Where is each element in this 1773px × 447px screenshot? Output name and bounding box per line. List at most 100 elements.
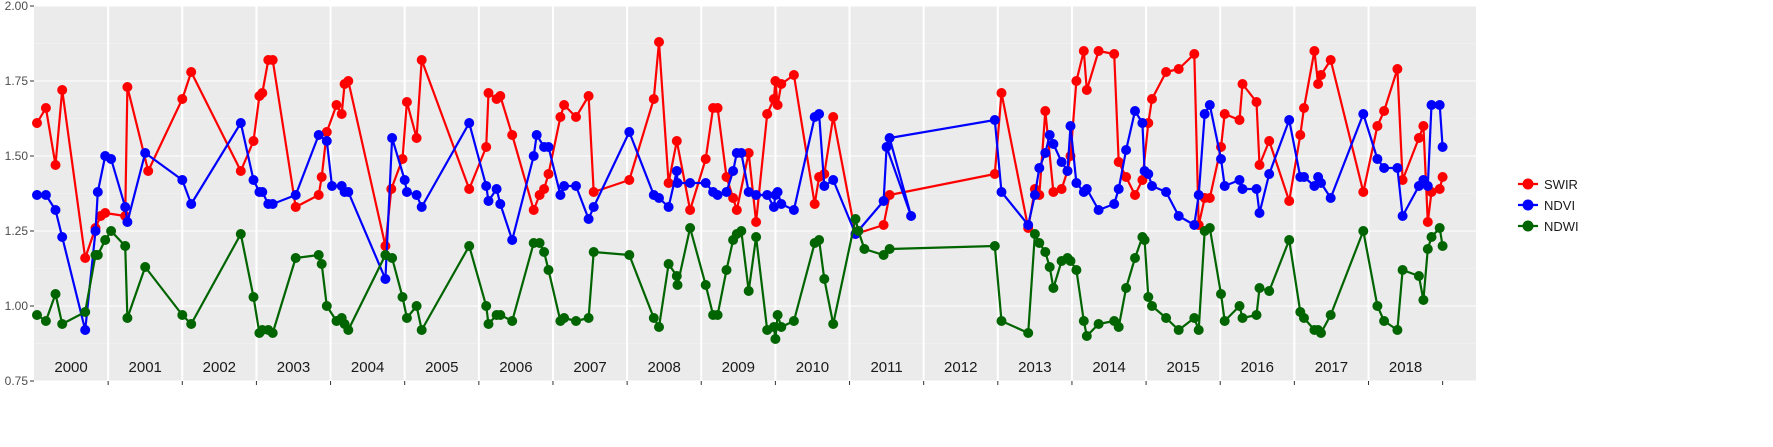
ndvi-data-point bbox=[1173, 211, 1184, 221]
ndvi-data-point bbox=[555, 190, 566, 200]
ndvi-data-point bbox=[32, 190, 42, 200]
year-label: 2015 bbox=[1166, 359, 1199, 376]
swir-data-point bbox=[386, 184, 397, 194]
ndwi-data-point bbox=[1237, 313, 1248, 323]
ndvi-data-point bbox=[685, 178, 696, 188]
x-axis: 2000 2001 2002 2003 2004 2005 2006 2007 2008 2009… bbox=[54, 359, 1444, 385]
ndvi-data-point bbox=[1109, 199, 1120, 209]
ndvi-data-point bbox=[235, 118, 246, 128]
year-label: 2017 bbox=[1315, 359, 1348, 376]
ndwi-data-point bbox=[828, 319, 839, 329]
ndwi-data-point bbox=[343, 325, 354, 335]
ndwi-data-point bbox=[685, 223, 696, 233]
swir-data-point bbox=[57, 85, 68, 95]
ndwi-data-point bbox=[1173, 325, 1184, 335]
swir-data-point bbox=[1251, 97, 1262, 107]
ndvi-data-point bbox=[248, 175, 259, 185]
ndvi-data-point bbox=[106, 154, 117, 164]
ndvi-data-point bbox=[672, 178, 683, 188]
ndwi-data-point bbox=[321, 301, 332, 311]
swir-data-point bbox=[177, 94, 188, 104]
ndwi-data-point bbox=[776, 322, 787, 332]
ndvi-data-point bbox=[728, 166, 739, 176]
ndvi-data-point bbox=[1204, 100, 1215, 110]
ndwi-data-point bbox=[1379, 316, 1390, 326]
y-tick-label: 1.50 bbox=[5, 149, 29, 163]
swir-data-point bbox=[1048, 187, 1059, 197]
swir-data-point bbox=[235, 166, 246, 176]
ndvi-data-point bbox=[399, 175, 410, 185]
ndvi-data-point bbox=[57, 232, 68, 242]
swir-data-point bbox=[648, 94, 659, 104]
ndwi-data-point bbox=[122, 313, 133, 323]
ndvi-data-point bbox=[267, 199, 278, 209]
swir-data-point bbox=[1264, 136, 1275, 146]
swir-data-point bbox=[1078, 46, 1089, 56]
year-label: 2012 bbox=[944, 359, 977, 376]
ndvi-data-point bbox=[416, 202, 427, 212]
swir-data-point bbox=[1056, 184, 1067, 194]
ndvi-data-point bbox=[186, 199, 197, 209]
ndvi-data-point bbox=[387, 133, 398, 143]
ndwi-data-point bbox=[397, 292, 408, 302]
ndwi-data-point bbox=[588, 247, 599, 257]
ndwi-data-point bbox=[464, 241, 475, 251]
swir-data-point bbox=[555, 112, 566, 122]
swir-data-point bbox=[1071, 76, 1082, 86]
ndvi-data-point bbox=[1044, 130, 1055, 140]
ndvi-data-point bbox=[1048, 139, 1059, 149]
grid-lines bbox=[34, 5, 1476, 382]
swir-data-point bbox=[313, 190, 324, 200]
ndvi-data-point bbox=[1316, 178, 1326, 188]
ndvi-data-point bbox=[343, 187, 354, 197]
ndwi-data-point bbox=[1264, 286, 1275, 296]
swir-data-point bbox=[762, 109, 773, 119]
swir-data-point bbox=[401, 97, 412, 107]
ndvi-data-point bbox=[1284, 115, 1295, 125]
ndvi-data-point bbox=[906, 211, 917, 221]
ndvi-data-point bbox=[1422, 181, 1433, 191]
ndvi-data-point bbox=[1137, 118, 1148, 128]
swir-data-point bbox=[316, 172, 327, 182]
ndvi-data-point bbox=[721, 187, 732, 197]
year-label: 2009 bbox=[722, 359, 755, 376]
ndwi-data-point bbox=[819, 274, 830, 284]
swir-data-point bbox=[1254, 160, 1265, 170]
y-tick-label: 0.75 bbox=[5, 374, 29, 388]
swir-data-point bbox=[248, 136, 259, 146]
ndwi-data-point bbox=[788, 316, 799, 326]
swir-data-point bbox=[416, 55, 427, 65]
swir-data-point bbox=[721, 172, 732, 182]
ndwi-data-point bbox=[316, 259, 327, 269]
ndvi-data-point bbox=[588, 202, 599, 212]
ndvi-data-point bbox=[80, 325, 91, 335]
ndvi-data-point bbox=[122, 217, 133, 227]
swir-data-point bbox=[654, 37, 664, 47]
ndvi-data-point bbox=[321, 136, 332, 146]
ndwi-data-point bbox=[989, 241, 1000, 251]
ndwi-data-point bbox=[559, 313, 570, 323]
swir-data-point bbox=[1295, 130, 1306, 140]
ndwi-data-point bbox=[539, 247, 550, 257]
ndvi-data-point bbox=[1062, 166, 1073, 176]
ndvi-legend-swatch bbox=[1522, 199, 1534, 211]
ndvi-data-point bbox=[1023, 220, 1034, 230]
swir-data-point bbox=[1284, 196, 1295, 206]
ndwi-data-point bbox=[1029, 229, 1040, 239]
ndwi-data-point bbox=[1251, 310, 1262, 320]
swir-data-point bbox=[143, 166, 154, 176]
swir-data-point bbox=[1422, 217, 1433, 227]
swir-data-point bbox=[495, 91, 506, 101]
ndvi-data-point bbox=[92, 187, 103, 197]
y-tick-label: 1.00 bbox=[5, 299, 29, 313]
ndwi-data-point bbox=[1048, 283, 1059, 293]
year-label: 2016 bbox=[1241, 359, 1274, 376]
swir-data-point bbox=[1309, 46, 1320, 56]
ndvi-data-point bbox=[1358, 109, 1369, 119]
swir-data-point bbox=[1299, 103, 1309, 113]
ndvi-data-point bbox=[881, 142, 892, 152]
swir-data-point bbox=[1093, 46, 1104, 56]
ndwi-data-point bbox=[80, 307, 91, 317]
swir-data-point bbox=[1081, 85, 1092, 95]
